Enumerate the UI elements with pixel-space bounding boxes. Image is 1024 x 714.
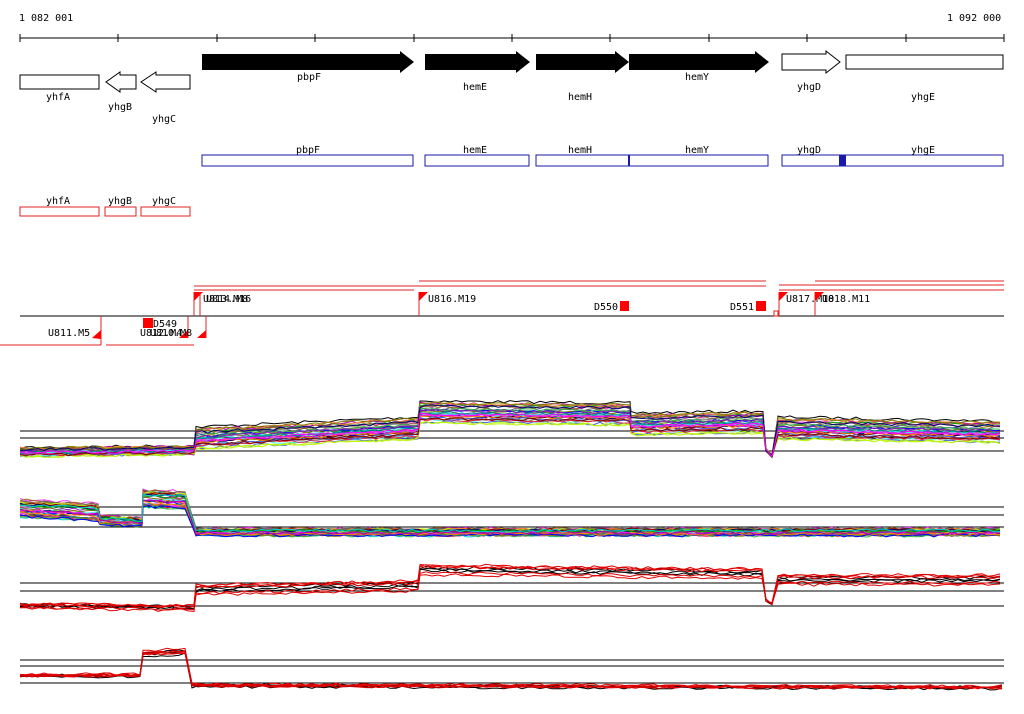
profile-trace xyxy=(19,564,1001,608)
gene-label-yhgD: yhgD xyxy=(797,82,821,93)
blue-marker xyxy=(839,155,846,166)
gene-label-hemE: hemE xyxy=(463,82,487,93)
gene-label-hemY: hemY xyxy=(685,72,709,83)
blue-annotation-track: pbpF hemE hemH hemY yhgD yhgE xyxy=(201,145,1004,167)
profile-trace xyxy=(19,571,1001,611)
red-label-yhfA: yhfA xyxy=(46,196,70,207)
feature-U810-M8[interactable]: U810.M8 xyxy=(150,328,192,339)
blue-box-pbpF[interactable] xyxy=(201,154,414,167)
profile-trace xyxy=(19,417,1001,459)
profile-trace xyxy=(19,412,1001,458)
gene-label-pbpF: pbpF xyxy=(297,72,321,83)
profile-trace xyxy=(19,401,1001,457)
blue-box-yhgD-yhgE[interactable] xyxy=(781,154,1004,167)
profile-trace xyxy=(19,404,1001,456)
gene-label-yhgC: yhgC xyxy=(152,114,176,125)
expression-profile-panel-2 xyxy=(19,488,1004,538)
gene-label-yhfA: yhfA xyxy=(46,92,70,103)
feature-U813-M16[interactable]: U813.M16 xyxy=(203,294,251,305)
gene-yhgE[interactable] xyxy=(845,54,1004,70)
gene-hemH[interactable] xyxy=(536,51,629,73)
blue-label-yhgE: yhgE xyxy=(911,145,935,156)
feature-D549[interactable]: D549 xyxy=(153,319,177,330)
feature-D550[interactable]: D550 xyxy=(594,302,618,313)
red-box-yhfA[interactable] xyxy=(19,206,100,217)
ruler-start-label: 1 082 001 xyxy=(19,13,74,24)
gene-label-hemH: hemH xyxy=(568,92,592,103)
profile-trace xyxy=(19,489,1001,532)
feature-D549-box[interactable] xyxy=(143,318,153,328)
red-box-yhgB[interactable] xyxy=(104,206,137,217)
feature-D550-box[interactable] xyxy=(620,301,629,311)
feature-U817-M10[interactable]: U817.M10 xyxy=(786,294,834,305)
profile-trace xyxy=(19,494,1001,534)
gene-yhgC[interactable] xyxy=(140,71,191,93)
blue-box-hemE[interactable] xyxy=(424,154,530,167)
expression-profile-panel-1 xyxy=(19,400,1004,459)
profile-trace xyxy=(19,413,1001,458)
profile-trace xyxy=(19,647,1003,688)
gene-label-yhgE: yhgE xyxy=(911,92,935,103)
profile-trace xyxy=(19,573,1001,612)
red-label-yhgC: yhgC xyxy=(152,196,176,207)
feature-D551[interactable]: D551 xyxy=(730,302,754,313)
feature-U812-M4[interactable]: U812.M4 xyxy=(140,328,182,339)
gene-label-yhgB: yhgB xyxy=(108,102,132,113)
profile-trace xyxy=(19,499,1001,536)
feature-U814-M8[interactable]: U814.M8 xyxy=(206,294,248,305)
expression-profile-panel-3 xyxy=(19,563,1004,612)
ruler-end-label: 1 092 000 xyxy=(947,13,1002,24)
feature-U818-M11[interactable]: U818.M11 xyxy=(822,294,870,305)
profile-trace xyxy=(19,649,1003,689)
red-annotation-track: yhfA yhgB yhgC xyxy=(19,196,191,217)
gene-yhgD[interactable] xyxy=(781,49,841,75)
feature-U811-M5[interactable]: U811.M5 xyxy=(48,328,90,339)
feature-U816-M19[interactable]: U816.M19 xyxy=(428,294,476,305)
blue-label-hemH: hemH xyxy=(568,145,592,156)
gene-hemY[interactable] xyxy=(629,51,769,73)
profile-trace xyxy=(19,493,1001,533)
profile-trace xyxy=(19,652,1003,691)
profile-trace xyxy=(19,492,1001,533)
upper-feature-track: U813.M16 U814.M8 U816.M19 D550 D551 U817… xyxy=(20,280,1004,317)
coordinate-ruler xyxy=(19,34,1005,42)
profile-trace xyxy=(19,493,1001,533)
gene-pbpF[interactable] xyxy=(202,51,414,73)
lower-feature-track: U811.M5 D549 U812.M4 U810.M8 xyxy=(0,316,207,346)
blue-label-hemY: hemY xyxy=(685,145,709,156)
gene-yhfA[interactable] xyxy=(19,74,100,90)
gene-arrow-track: yhfA yhgB yhgC pbpF hemE hemH hemY yhgD … xyxy=(19,49,1004,125)
blue-label-pbpF: pbpF xyxy=(296,145,320,156)
red-box-yhgC[interactable] xyxy=(140,206,191,217)
gene-hemE[interactable] xyxy=(425,51,530,73)
feature-D551-box[interactable] xyxy=(756,301,766,311)
red-label-yhgB: yhgB xyxy=(108,196,132,207)
blue-label-hemE: hemE xyxy=(463,145,487,156)
blue-label-yhgD: yhgD xyxy=(797,145,821,156)
blue-box-hemH-hemY[interactable] xyxy=(535,154,769,167)
gene-yhgB[interactable] xyxy=(105,71,137,93)
expression-profile-panel-4 xyxy=(19,647,1004,691)
